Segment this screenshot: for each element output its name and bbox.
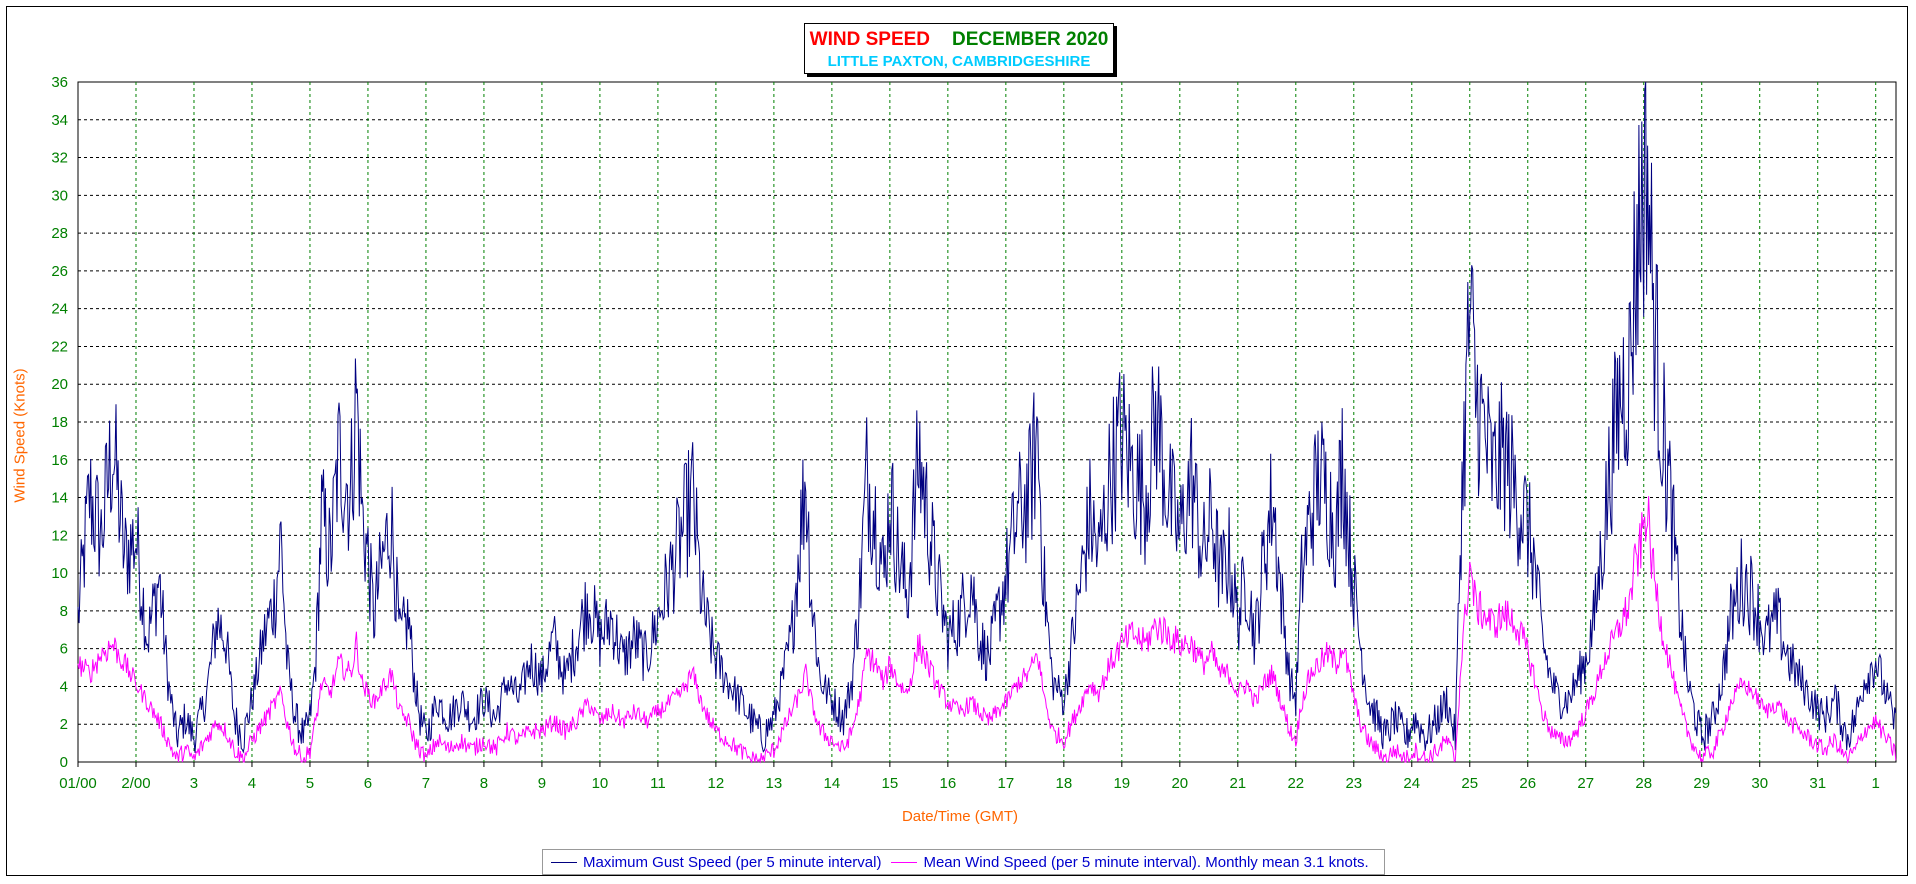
y-tick-label: 36	[51, 74, 68, 91]
y-tick-label: 10	[51, 565, 68, 582]
x-tick-label: 31	[1809, 775, 1826, 792]
x-tick-label: 22	[1287, 775, 1304, 792]
y-tick-label: 8	[60, 603, 68, 620]
x-tick-label: 5	[306, 775, 314, 792]
chart-title-main: WIND SPEED	[809, 29, 931, 50]
y-tick-label: 18	[51, 414, 68, 431]
x-tick-label: 14	[824, 775, 841, 792]
legend-swatch-gust	[551, 861, 577, 863]
y-tick-label: 24	[51, 301, 68, 318]
y-tick-label: 30	[51, 187, 68, 204]
y-tick-label: 6	[60, 641, 68, 658]
x-tick-label: 23	[1345, 775, 1362, 792]
x-tick-label: 20	[1171, 775, 1188, 792]
legend: Maximum Gust Speed (per 5 minute interva…	[542, 849, 1385, 875]
x-tick-label: 24	[1403, 775, 1420, 792]
chart-title-box: WIND SPEED DECEMBER 2020 LITTLE PAXTON, C…	[804, 23, 1114, 74]
chart-title-period: DECEMBER 2020	[952, 29, 1109, 50]
x-tick-label: 27	[1577, 775, 1594, 792]
x-tick-label: 30	[1751, 775, 1768, 792]
chart-subtitle: LITTLE PAXTON, CAMBRIDGESHIRE	[827, 53, 1091, 70]
x-axis-label: Date/Time (GMT)	[901, 808, 1019, 825]
y-tick-label: 34	[51, 112, 68, 129]
legend-swatch-mean	[891, 861, 918, 863]
y-tick-label: 22	[51, 338, 68, 355]
x-tick-label: 9	[538, 775, 546, 792]
y-tick-label: 28	[51, 225, 68, 242]
y-tick-label: 0	[60, 754, 68, 771]
y-tick-label: 16	[51, 452, 68, 469]
x-tick-label: 18	[1055, 775, 1072, 792]
x-tick-label: 01/00	[59, 775, 97, 792]
y-axis-label: Wind Speed (Knots)	[11, 368, 29, 503]
x-tick-label: 12	[708, 775, 725, 792]
x-tick-label: 11	[650, 775, 666, 792]
x-tick-label: 3	[190, 775, 198, 792]
x-tick-label: 26	[1519, 775, 1536, 792]
series-mean-wind-line	[77, 496, 1897, 764]
x-tick-label: 25	[1461, 775, 1478, 792]
series-layer	[77, 81, 1897, 764]
legend-label-mean: Mean Wind Speed (per 5 minute interval).…	[923, 853, 1369, 871]
x-tick-label: 4	[248, 775, 256, 792]
y-tick-label: 26	[51, 263, 68, 280]
x-tick-label: 8	[480, 775, 488, 792]
y-tick-label: 4	[60, 678, 68, 695]
x-tick-label: 21	[1229, 775, 1246, 792]
legend-item-gust: Maximum Gust Speed (per 5 minute interva…	[551, 854, 881, 871]
x-tick-label: 19	[1113, 775, 1130, 792]
x-tick-label: 16	[940, 775, 957, 792]
chart-title: WIND SPEED DECEMBER 2020	[805, 29, 1113, 51]
y-tick-label: 14	[51, 490, 68, 507]
x-tick-label: 13	[766, 775, 783, 792]
legend-item-mean: Mean Wind Speed (per 5 minute interval).…	[891, 853, 1369, 871]
x-tick-label: 10	[592, 775, 609, 792]
y-tick-label: 12	[51, 527, 68, 544]
x-tick-label: 15	[882, 775, 899, 792]
x-tick-label: 7	[422, 775, 430, 792]
x-tick-label: 1	[1872, 775, 1880, 792]
x-tick-label: 2/00	[121, 775, 150, 792]
y-tick-label: 20	[51, 376, 68, 393]
series-max-gust-line	[77, 81, 1897, 754]
y-tick-label: 2	[60, 716, 68, 733]
x-tick-label: 29	[1693, 775, 1710, 792]
x-tick-label: 6	[364, 775, 372, 792]
legend-label-gust: Maximum Gust Speed (per 5 minute interva…	[583, 853, 882, 871]
x-tick-label: 28	[1635, 775, 1652, 792]
x-tick-label: 17	[998, 775, 1015, 792]
y-tick-label: 32	[51, 150, 68, 167]
